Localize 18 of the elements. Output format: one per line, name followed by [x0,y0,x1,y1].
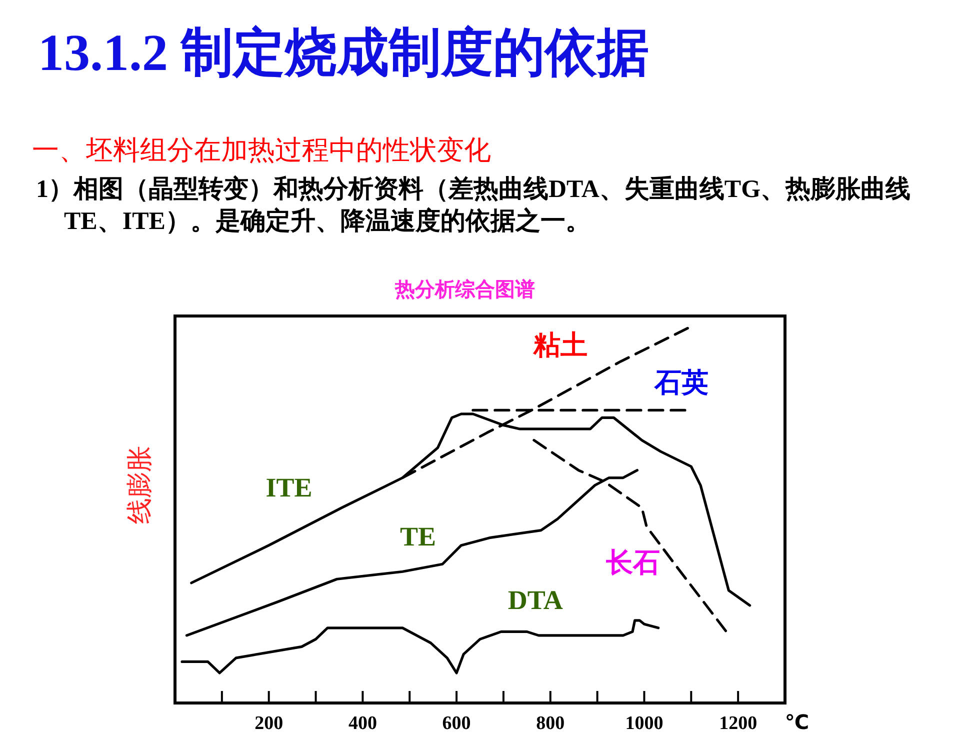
x-tick-label: 1000 [625,713,664,734]
series-label: DTA [508,585,564,616]
x-axis-title: ℃ [784,710,810,734]
series-label: 石英 [653,367,708,398]
x-tick-label: 1200 [719,713,758,734]
x-tick-label: 600 [442,713,471,734]
chart-title: 13.1.2 制定烧成制度的依据 [38,24,649,84]
text: 1）相图（晶型转变）和热分析资料（差热曲线DTA、失重曲线TG、热膨胀曲线TE、ITE）。是确定升、降温速度的依据之一。 [36,174,912,237]
chart-subtitle: 一、坯料组分在加热过程中的性状变化 [32,134,491,167]
series-label: 粘土 [532,330,588,360]
series-label: ITE [266,472,312,503]
series-label: TE [400,521,436,552]
text: 热分析综合图谱 [394,277,535,301]
series-label: 长石 [604,548,660,578]
x-tick-label: 400 [348,713,377,734]
x-tick-label: 200 [254,713,284,734]
y-axis-title: 线膨胀 [125,446,154,524]
x-tick-label: 800 [536,713,565,734]
